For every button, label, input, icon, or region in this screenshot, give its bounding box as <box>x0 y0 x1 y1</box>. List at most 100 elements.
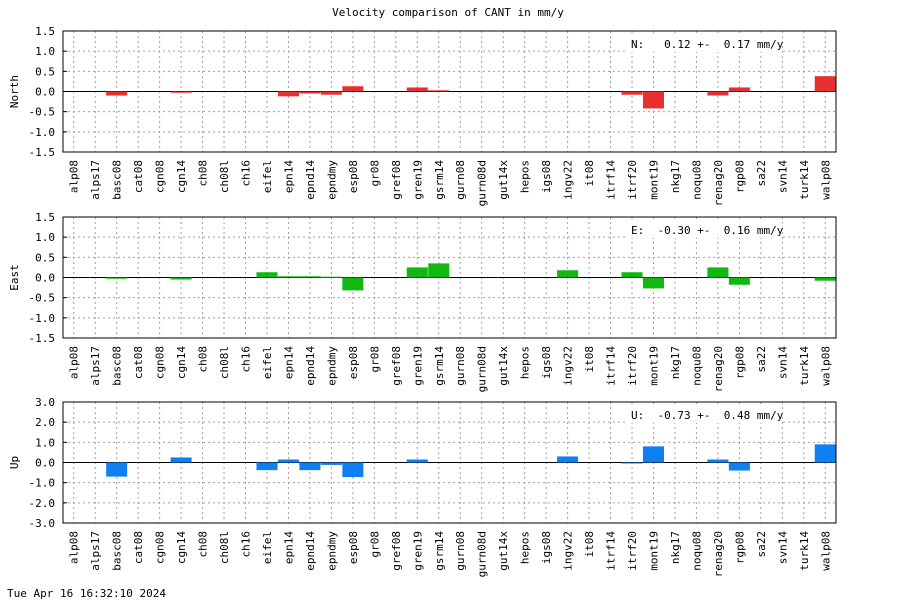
east-ytick-label: 0.5 <box>35 251 55 264</box>
east-xtick-label: basc08 <box>111 346 124 386</box>
up-xtick-label: rgp08 <box>733 531 746 564</box>
north-xtick-label: gr08 <box>368 160 381 187</box>
east-panel: 1.5 1.0 0.5 0.0 -0.5 -1.0 -1.5 alp08 alps17 basc0… <box>8 211 837 392</box>
north-ytick-label: 1.0 <box>35 45 55 58</box>
up-xtick-label: itrf20 <box>626 531 639 571</box>
north-bar-walp08 <box>814 76 836 92</box>
up-xtick-label: gr08 <box>368 531 381 558</box>
up-xtick-label: sa22 <box>755 531 768 558</box>
north-xtick-label: epndmy <box>325 160 338 200</box>
up-bar-eifel <box>256 462 278 471</box>
east-xtick-label: turk14 <box>798 346 811 386</box>
east-xtick-label: epndmy <box>325 346 338 386</box>
north-ytick-label: 1.5 <box>35 25 55 38</box>
north-bar-basc08 <box>106 91 128 96</box>
north-panel: 1.5 1.0 0.5 0.0 -0.5 -1.0 -1.5 alp08 alps17 basc0… <box>8 25 837 206</box>
north-xtick-label: eifel <box>261 160 274 193</box>
up-ytick-label: 0.0 <box>35 457 55 470</box>
east-xtick-label: epn14 <box>282 346 295 379</box>
up-xtick-label: noqu08 <box>690 531 703 571</box>
up-bar-ingv22 <box>557 456 579 463</box>
up-xtick-label: cgn14 <box>175 531 188 564</box>
north-xtick-label: cgn08 <box>154 160 167 193</box>
up-xtick-label: ch16 <box>240 531 253 558</box>
up-xtick-label: cat08 <box>132 531 145 564</box>
up-xtick-label: epn14 <box>282 531 295 564</box>
east-plot-frame <box>62 216 837 339</box>
up-xtick-label: renag20 <box>712 531 725 577</box>
east-ytick-label: -1.5 <box>29 332 56 345</box>
north-ytick-label: -1.5 <box>29 146 56 159</box>
up-panel: 3.0 2.0 1.0 0.0 -1.0 -2.0 -3.0 alp08 alps17 basc0… <box>8 396 837 577</box>
north-ylabel: North <box>8 75 21 108</box>
up-xtick-label: gut14x <box>497 531 510 571</box>
up-ytick-label: 3.0 <box>35 396 55 409</box>
north-xtick-label: gref08 <box>390 160 403 200</box>
north-xtick-label: rgp08 <box>733 160 746 193</box>
up-xtick-label: gurn08 <box>454 531 467 571</box>
north-xtick-label: svn14 <box>776 160 789 193</box>
east-xtick-label: walp08 <box>819 346 832 386</box>
east-xtick-label: itrf20 <box>626 346 639 386</box>
east-xtick-label: renag20 <box>712 346 725 392</box>
up-plot-frame <box>62 401 837 524</box>
east-xtick-label: gsrm14 <box>433 346 446 386</box>
east-xtick-label: ch08 <box>197 346 210 373</box>
east-xtick-label: rgp08 <box>733 346 746 379</box>
east-bar-mont19 <box>642 277 665 289</box>
up-bar-itrf20 <box>621 462 643 464</box>
east-bar-epn14 <box>277 276 299 278</box>
up-bar-esp08 <box>342 462 364 478</box>
north-xtick-label: gut14x <box>497 160 510 200</box>
east-bar-epnd14 <box>299 276 321 278</box>
up-bar-cgn14 <box>170 457 192 463</box>
north-xtick-label: itrf14 <box>605 160 618 200</box>
up-annotation-bg <box>626 406 782 423</box>
north-xtick-label: nkg17 <box>669 160 682 193</box>
north-xtick-label: cgn14 <box>175 160 188 193</box>
north-xtick-label: basc08 <box>111 160 124 200</box>
north-xtick-label: igs08 <box>540 160 553 193</box>
east-xtick-label: sa22 <box>755 346 768 373</box>
north-xtick-label: walp08 <box>819 160 832 200</box>
up-ytick-label: -1.0 <box>29 477 56 490</box>
north-ytick-label: -1.0 <box>29 126 56 139</box>
north-bar-rgp08 <box>728 87 750 92</box>
east-bar-renag20 <box>707 267 729 278</box>
east-xtick-label: gr08 <box>368 346 381 373</box>
up-xtick-label: walp08 <box>819 531 832 571</box>
up-bar-walp08 <box>814 444 836 463</box>
up-bar-epndmy <box>320 462 342 465</box>
up-ytick-label: 1.0 <box>35 436 55 449</box>
footer-timestamp: Tue Apr 16 16:32:10 2024 <box>7 587 166 600</box>
east-xtick-label: gren19 <box>411 346 424 386</box>
north-xtick-label: gren19 <box>411 160 424 200</box>
east-bar-eifel <box>256 272 278 278</box>
east-bar-gren19 <box>406 267 428 278</box>
north-xtick-label: renag20 <box>712 160 725 206</box>
up-xtick-label: ch08l <box>218 531 231 564</box>
north-bar-itrf20 <box>621 91 643 95</box>
north-bar-renag20 <box>707 91 729 96</box>
up-xtick-label: esp08 <box>347 531 360 564</box>
up-xtick-label: hepos <box>519 531 532 564</box>
up-bar-epnd14 <box>299 462 321 471</box>
north-xtick-label: noqu08 <box>690 160 703 200</box>
east-xtick-label: itrf14 <box>605 346 618 386</box>
up-annotation: U: -0.73 +- 0.48 mm/y <box>631 409 784 422</box>
east-xtick-label: gref08 <box>390 346 403 386</box>
north-xtick-label: ch08 <box>197 160 210 187</box>
east-xtick-label: ch16 <box>240 346 253 373</box>
up-ytick-label: -3.0 <box>29 517 56 530</box>
north-xtick-label: ch08l <box>218 160 231 193</box>
up-xtick-label: basc08 <box>111 531 124 571</box>
north-ytick-label: 0.5 <box>35 65 55 78</box>
north-xtick-label: sa22 <box>755 160 768 187</box>
up-xtick-label: svn14 <box>776 531 789 564</box>
north-xtick-label: gsrm14 <box>433 160 446 200</box>
east-bar-epndmy <box>320 276 342 278</box>
up-xtick-label: gsrm14 <box>433 531 446 571</box>
up-xtick-label: gref08 <box>390 531 403 571</box>
north-xtick-label: cat08 <box>132 160 145 193</box>
